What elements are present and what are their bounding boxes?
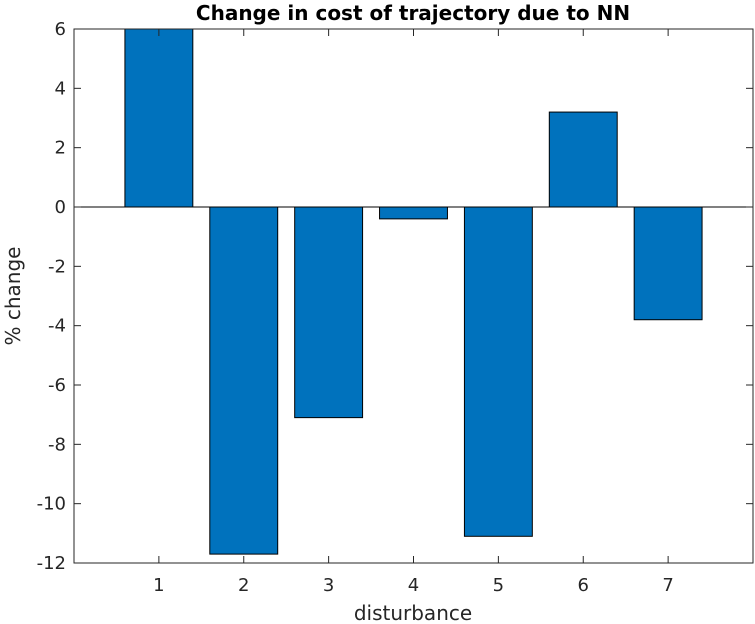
y-tick-label: -12 (37, 553, 66, 574)
y-tick-label: -10 (37, 494, 66, 515)
x-tick-label: 6 (578, 575, 589, 596)
bars-layer (124, 28, 703, 555)
bar-6 (548, 111, 618, 208)
chart-title: Change in cost of trajectory due to NN (196, 1, 630, 25)
y-ticks: 6 4 2 0 -2 -4 -6 -8 -10 -12 (37, 19, 753, 574)
y-tick-label: 0 (55, 197, 66, 218)
bar-1 (124, 28, 194, 208)
x-ticks: 1 2 3 4 5 6 7 (153, 29, 674, 596)
y-tick-label: -4 (48, 316, 66, 337)
x-tick-label: 1 (153, 575, 164, 596)
y-tick-label: -6 (48, 375, 66, 396)
bar-3 (294, 206, 364, 419)
y-tick-label: -2 (48, 256, 66, 277)
bar-5 (463, 206, 533, 537)
y-tick-label: -8 (48, 434, 66, 455)
x-tick-label: 3 (323, 575, 334, 596)
bar-7 (633, 206, 703, 321)
x-tick-label: 7 (662, 575, 673, 596)
y-tick-label: 2 (55, 138, 66, 159)
bar-2 (209, 206, 279, 555)
x-tick-label: 5 (493, 575, 504, 596)
y-tick-label: 4 (55, 78, 66, 99)
y-axis-label: % change (1, 247, 25, 346)
bar-4 (379, 206, 448, 220)
x-axis-label: disturbance (354, 601, 472, 624)
x-tick-label: 4 (408, 575, 419, 596)
y-tick-label: 6 (55, 19, 66, 40)
x-tick-label: 2 (238, 575, 249, 596)
